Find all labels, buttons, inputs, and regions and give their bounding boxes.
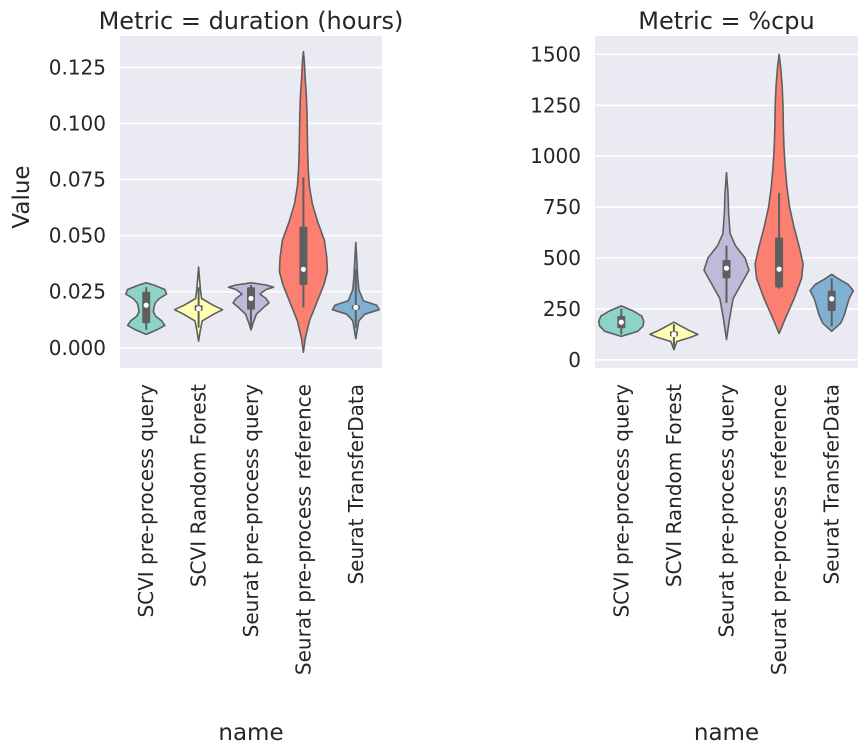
x-axis-label: name <box>218 720 283 746</box>
x-tick-label: Seurat TransferData <box>344 384 368 585</box>
y-tick-label: 750 <box>543 195 581 219</box>
x-tick-label: SCVI pre-process query <box>609 384 633 618</box>
x-tick-label: SCVI Random Forest <box>662 384 686 587</box>
x-tick-label: Seurat pre-process query <box>715 384 739 637</box>
y-tick-label: 0.000 <box>49 336 106 360</box>
x-tick-label: Seurat TransferData <box>820 384 844 585</box>
x-tick-label: SCVI pre-process query <box>134 384 158 618</box>
y-tick-label: 1000 <box>530 144 581 168</box>
duration-panel: 0.000 0.025 0.050 0.075 0.100 0.125 SCVI pre-p… <box>9 7 403 746</box>
median-seurat-pre-process-reference <box>300 266 306 272</box>
x-tick-label: Seurat pre-process reference <box>767 384 791 675</box>
x-tick-label: SCVI Random Forest <box>187 384 211 587</box>
y-tick-label: 0 <box>568 348 581 372</box>
y-tick-label: 500 <box>543 246 581 270</box>
median-scvi-random-forest <box>196 305 202 312</box>
median-scvi-pre-process-query <box>618 319 624 325</box>
median-seurat-pre-process-query <box>723 265 730 271</box>
x-tick-label: Seurat pre-process query <box>239 384 263 637</box>
x-axis-label: name <box>694 720 759 746</box>
y-tick-label: 0.050 <box>49 224 106 248</box>
median-seurat-transferdata <box>353 304 359 311</box>
panel-title: Metric = %cpu <box>638 7 814 35</box>
median-scvi-random-forest <box>671 331 677 337</box>
median-seurat-pre-process-reference <box>776 266 782 272</box>
median-scvi-pre-process-query <box>143 302 149 308</box>
y-axis-label: Value <box>9 165 35 228</box>
cpu-panel: 0 250 500 750 1000 1250 1500 SCVI pre-process q… <box>530 7 858 746</box>
x-tick-label: Seurat pre-process reference <box>291 384 315 675</box>
y-tick-label: 250 <box>543 297 581 321</box>
median-seurat-pre-process-query <box>248 295 254 302</box>
y-tick-label: 0.025 <box>49 280 106 304</box>
iqr-box-seurat-pre-process-reference <box>775 237 784 288</box>
y-tick-label: 0.075 <box>49 168 106 192</box>
y-tick-label: 1500 <box>530 42 581 66</box>
median-seurat-transferdata <box>829 296 835 302</box>
panel-title: Metric = duration (hours) <box>99 7 404 35</box>
y-tick-label: 0.100 <box>49 111 106 135</box>
iqr-box-seurat-pre-process-reference <box>299 226 308 285</box>
y-tick-label: 1250 <box>530 93 581 117</box>
y-tick-label: 0.125 <box>49 55 106 79</box>
